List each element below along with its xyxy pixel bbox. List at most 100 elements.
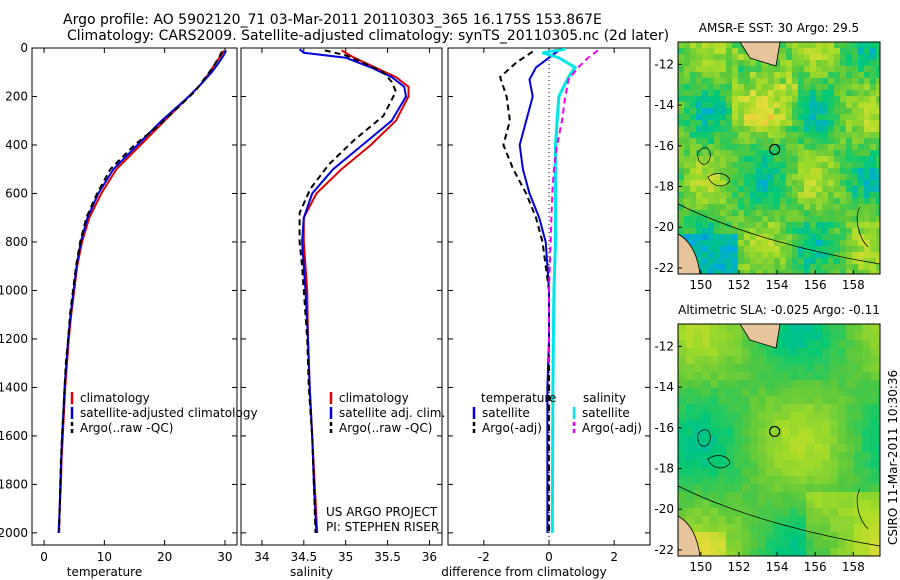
map-cell [726, 72, 733, 79]
map-cell [708, 66, 715, 73]
map-cell [766, 508, 775, 517]
map-cell [720, 234, 727, 241]
map-cell [816, 150, 823, 157]
map-cell [876, 198, 881, 205]
map-cell [810, 216, 817, 223]
map-cell [822, 114, 829, 121]
map-cell [714, 54, 721, 61]
map-cell [810, 60, 817, 67]
map-cell [806, 516, 815, 525]
map-cell [756, 72, 763, 79]
map-cell [864, 264, 871, 271]
map-cell [862, 340, 871, 349]
map-cell [814, 508, 823, 517]
map-cell [684, 222, 691, 229]
map-cell [840, 204, 847, 211]
map-cell [710, 420, 719, 429]
map-cell [696, 228, 703, 235]
map-cell [786, 210, 793, 217]
map-cell [838, 484, 847, 493]
map-cell [702, 162, 709, 169]
map-cell [726, 500, 735, 509]
x-tick-label: 30 [217, 550, 232, 564]
map-cell [734, 340, 743, 349]
map-cell [750, 492, 759, 501]
map-cell [870, 132, 877, 139]
map-cell [864, 54, 871, 61]
map-cell [774, 198, 781, 205]
map-cell [822, 340, 831, 349]
map-cell [726, 54, 733, 61]
map-cell [858, 180, 865, 187]
map-cell [744, 162, 751, 169]
map-cell [804, 210, 811, 217]
map-cell [846, 216, 853, 223]
map-cell [678, 222, 685, 229]
map-cell [864, 186, 871, 193]
map-cell [708, 264, 715, 271]
map-cell [830, 436, 839, 445]
map-cell [798, 340, 807, 349]
map-cell [756, 108, 763, 115]
map-cell [864, 78, 871, 85]
map-cell [690, 84, 697, 91]
map-cell [686, 396, 695, 405]
map-cell [834, 126, 841, 133]
map-cell [758, 388, 767, 397]
map-cell [864, 48, 871, 55]
map-cell [822, 132, 829, 139]
map-cell [846, 524, 855, 533]
map-cell [678, 126, 685, 133]
map-cell [690, 198, 697, 205]
map-cell [846, 516, 855, 525]
reef-contour [707, 173, 731, 187]
map-cell [726, 476, 735, 485]
map-x-tick-label: 158 [842, 278, 865, 292]
map-cell [768, 192, 775, 199]
map-cell [864, 114, 871, 121]
map-cell [858, 138, 865, 145]
map-y-tick-label: -20 [654, 502, 674, 516]
map-cell [804, 258, 811, 265]
map-cell [854, 476, 863, 485]
map-cell [710, 508, 719, 517]
map-cell [816, 228, 823, 235]
map-cell [864, 108, 871, 115]
map-cell [762, 102, 769, 109]
map-cell [768, 120, 775, 127]
map-cell [742, 460, 751, 469]
map-cell [828, 144, 835, 151]
map-cell [804, 240, 811, 247]
map-cell [798, 484, 807, 493]
map-cell [738, 54, 745, 61]
map-cell [758, 340, 767, 349]
map-cell [750, 540, 759, 549]
map-cell [720, 264, 727, 271]
map-cell [744, 258, 751, 265]
map-cell [696, 114, 703, 121]
map-cell [678, 404, 687, 413]
map-cell [798, 452, 807, 461]
map-cell [870, 460, 879, 469]
map-cell [758, 444, 767, 453]
map-title: Altimetric SLA: -0.025 Argo: -0.11 [678, 303, 880, 317]
map-cell [876, 126, 881, 133]
map-cell [678, 150, 685, 157]
map-cell [822, 240, 829, 247]
map-cell [710, 380, 719, 389]
map-cell [696, 132, 703, 139]
map-cell [762, 96, 769, 103]
map-cell [774, 138, 781, 145]
map-cell [840, 126, 847, 133]
map-cell [678, 144, 685, 151]
map-cell [804, 72, 811, 79]
map-cell [782, 540, 791, 549]
map-cell [732, 216, 739, 223]
map-cell [786, 132, 793, 139]
map-cell [774, 240, 781, 247]
map-cell [732, 156, 739, 163]
map-cell [678, 508, 687, 517]
map-cell [744, 270, 751, 275]
map-cell [792, 252, 799, 259]
map-cell [858, 258, 865, 265]
